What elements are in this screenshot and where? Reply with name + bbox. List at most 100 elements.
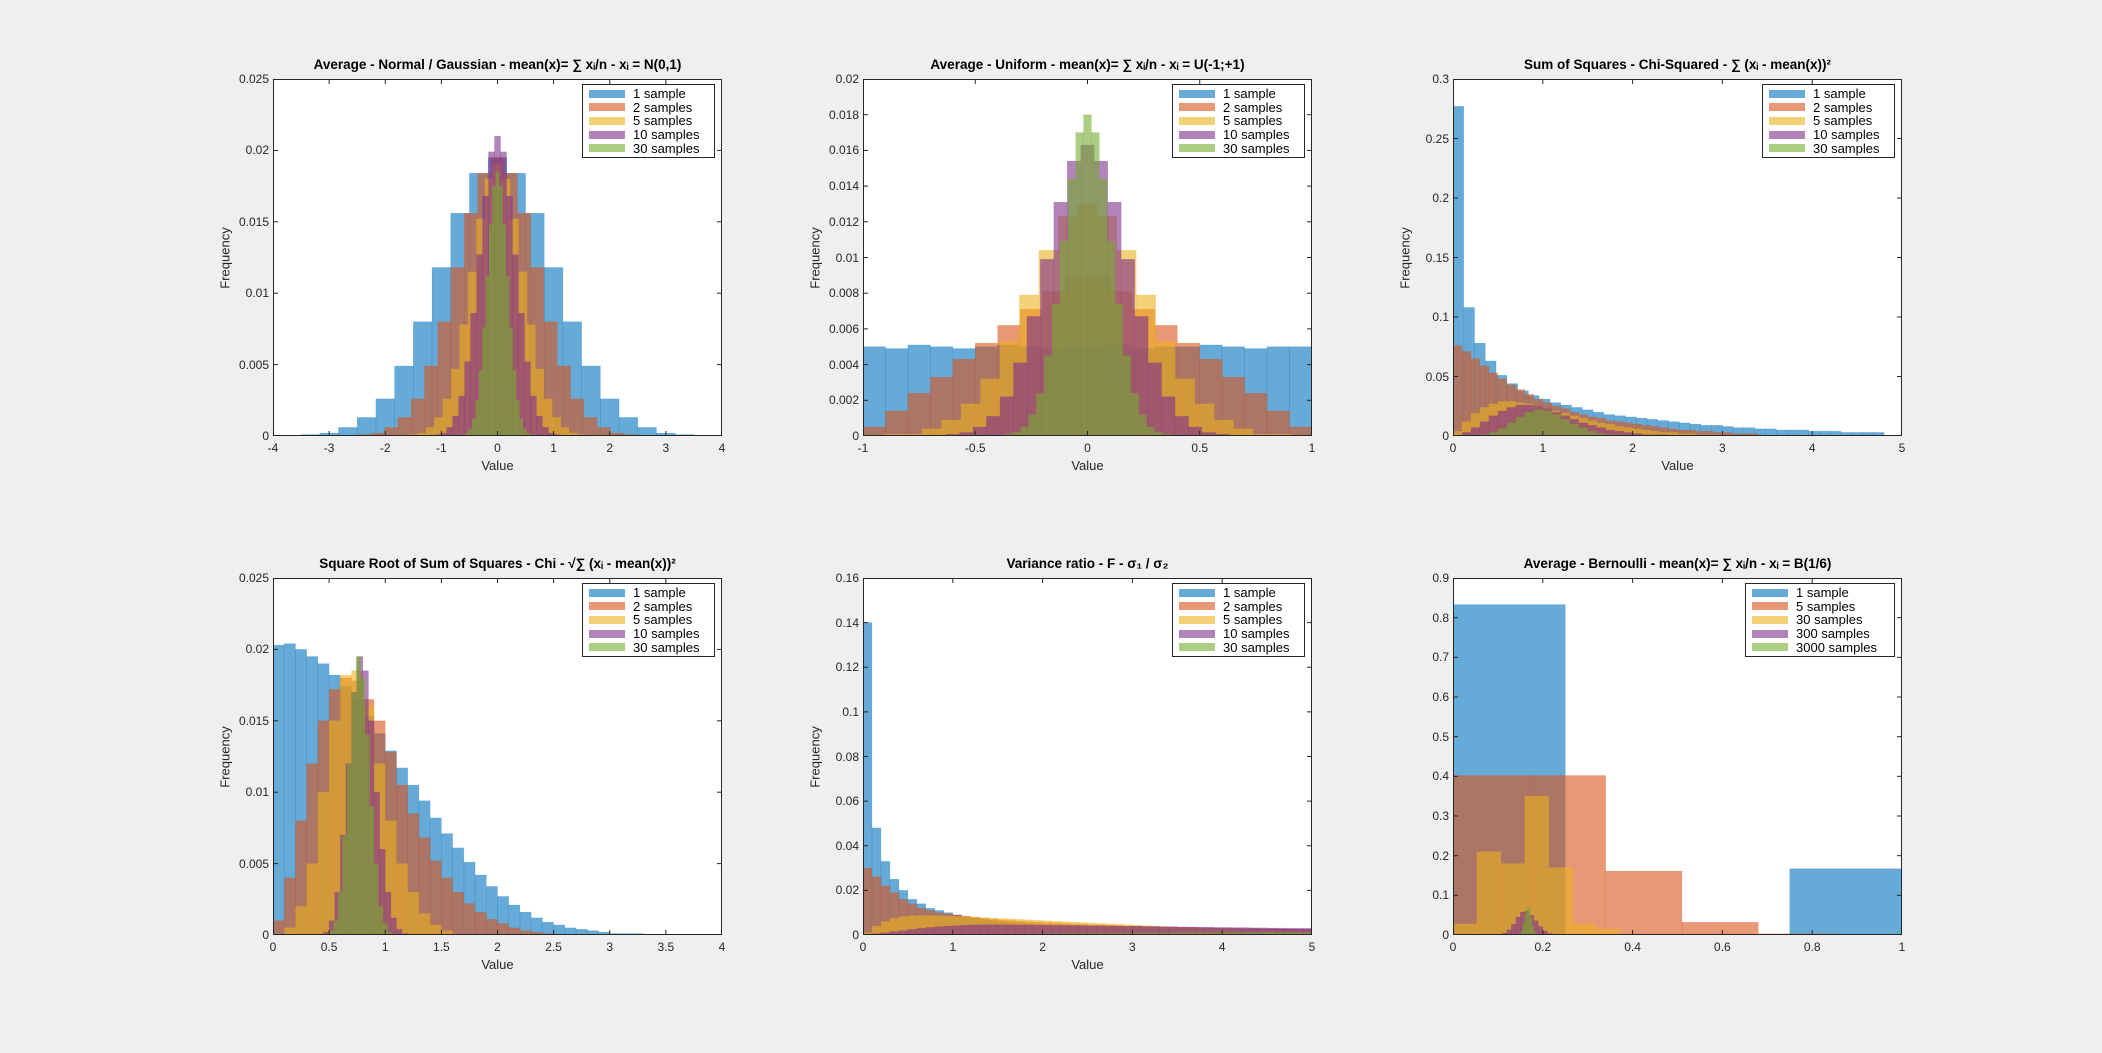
x-tick-label: 3.5 (657, 940, 675, 954)
bar-series-3 (560, 427, 570, 436)
legend-item[interactable]: 1 sample (589, 585, 708, 600)
y-tick-label: 0.2 (1432, 848, 1449, 863)
bar-series-5 (387, 931, 393, 935)
y-axis-label: Frequency (217, 725, 233, 788)
bar-series-2 (1453, 345, 1463, 436)
legend-item[interactable]: 2 samples (1179, 100, 1298, 115)
bar-series-5 (1075, 132, 1084, 436)
legend-swatch (1752, 602, 1788, 611)
legend-item[interactable]: 10 samples (1179, 127, 1298, 142)
bar-series-5 (1106, 241, 1116, 436)
legend-item[interactable]: 2 samples (1179, 599, 1298, 614)
bar-series-5 (485, 275, 490, 436)
bar-series-4 (1174, 416, 1189, 436)
legend-item[interactable]: 30 samples (1752, 612, 1888, 627)
legend-item[interactable]: 30 samples (589, 640, 708, 655)
legend-item[interactable]: 5 samples (1179, 113, 1298, 128)
y-tick-label: 0 (852, 928, 859, 942)
legend-item[interactable]: 5 samples (589, 113, 708, 128)
bar-series-1 (542, 921, 554, 935)
bar-series-4 (997, 924, 1007, 935)
x-tick-label: -4 (267, 441, 279, 455)
bar-series-1 (1765, 428, 1777, 436)
bar-series-5 (478, 370, 483, 436)
x-tick-label: 1 (1539, 441, 1547, 455)
legend-label: 30 samples (1223, 639, 1290, 655)
legend-item[interactable]: 5 samples (589, 612, 708, 627)
y-tick-label: 0.1 (1432, 888, 1449, 903)
legend-item[interactable]: 30 samples (1179, 639, 1298, 655)
legend-item[interactable]: 1 sample (1752, 585, 1888, 600)
x-tick-label: 0 (1084, 441, 1091, 455)
y-tick-label: 0 (262, 928, 269, 942)
x-tick-label: 5 (1898, 441, 1906, 455)
bar-series-4 (1511, 923, 1517, 935)
legend-item[interactable]: 30 samples (1179, 141, 1298, 156)
y-tick-label: 0.005 (238, 856, 269, 871)
legend-label: 5 samples (1796, 598, 1856, 614)
y-tick-label: 0.02 (245, 642, 269, 657)
bar-series-5 (1506, 422, 1517, 436)
bar-series-5 (378, 906, 384, 935)
bar-series-5 (475, 399, 480, 436)
bar-series-5 (1122, 355, 1132, 436)
legend-item[interactable]: 5 samples (1752, 598, 1888, 614)
legend-item[interactable]: 300 samples (1752, 626, 1888, 641)
bar-series-2 (485, 918, 498, 935)
legend-item[interactable]: 2 samples (1769, 100, 1888, 115)
legend-item[interactable]: 1 sample (1769, 86, 1888, 102)
legend-item[interactable]: 2 samples (589, 599, 708, 614)
legend-label: 1 sample (1813, 86, 1866, 102)
legend-swatch (589, 116, 625, 125)
bar-series-2 (863, 426, 886, 436)
y-tick-label: 0.016 (828, 143, 859, 158)
legend-item[interactable]: 5 samples (1769, 113, 1888, 129)
x-tick-label: 1 (1898, 940, 1906, 954)
legend-item[interactable]: 1 sample (1179, 585, 1298, 600)
legend-item[interactable]: 30 samples (589, 141, 708, 156)
bar-series-1 (564, 927, 577, 935)
y-tick-label: 0.16 (835, 571, 859, 585)
bar-series-2 (570, 398, 585, 436)
bar-series-1 (863, 346, 886, 436)
x-tick-label: 4 (1808, 441, 1816, 455)
axes-3: 1 sample 2 samples 5 samples 10 samples 30 s… (1453, 79, 1902, 436)
legend-item[interactable]: 10 samples (589, 127, 708, 142)
bar-series-5 (508, 327, 513, 436)
x-tick-label: 2 (606, 441, 614, 455)
bar-series-1 (637, 427, 657, 436)
legend-swatch (1179, 103, 1215, 112)
bar-series-5 (1130, 392, 1139, 436)
bar-series-3 (1524, 795, 1550, 935)
legend-label: 5 samples (1813, 113, 1873, 129)
bar-series-2 (880, 885, 891, 935)
bar-series-4 (524, 361, 531, 436)
legend-swatch (1179, 588, 1215, 597)
legend-swatch (589, 643, 625, 652)
bar-series-4 (446, 427, 453, 436)
y-tick-label: 0.02 (835, 72, 859, 86)
legend-item[interactable]: 5 samples (1179, 612, 1298, 627)
legend-swatch (1769, 89, 1805, 98)
legend-item[interactable]: 1 sample (1179, 86, 1298, 101)
bar-series-5 (495, 171, 500, 436)
legend-item[interactable]: 3000 samples (1752, 640, 1888, 655)
y-tick-label: 0.5 (1432, 729, 1449, 744)
bar-series-4 (1015, 924, 1025, 935)
legend-item[interactable]: 1 sample (589, 86, 708, 101)
legend-label: 10 samples (633, 626, 700, 642)
legend-item[interactable]: 10 samples (1769, 127, 1888, 142)
x-tick-label: -3 (323, 441, 335, 455)
legend-item[interactable]: 2 samples (589, 100, 708, 115)
y-tick-label: 0.025 (238, 72, 269, 86)
bar-series-3 (396, 863, 408, 935)
legend-item[interactable]: 10 samples (589, 626, 708, 642)
x-tick-label: 1 (1308, 441, 1316, 455)
bar-series-4 (1147, 362, 1162, 436)
legend-item[interactable]: 30 samples (1769, 141, 1888, 156)
legend-swatch (589, 144, 625, 153)
bar-series-4 (1013, 362, 1028, 436)
legend: 1 sample 2 samples 5 samples 10 samples 30 s… (1762, 84, 1895, 158)
legend-item[interactable]: 10 samples (1179, 626, 1298, 641)
y-tick-label: 0.015 (238, 214, 269, 229)
